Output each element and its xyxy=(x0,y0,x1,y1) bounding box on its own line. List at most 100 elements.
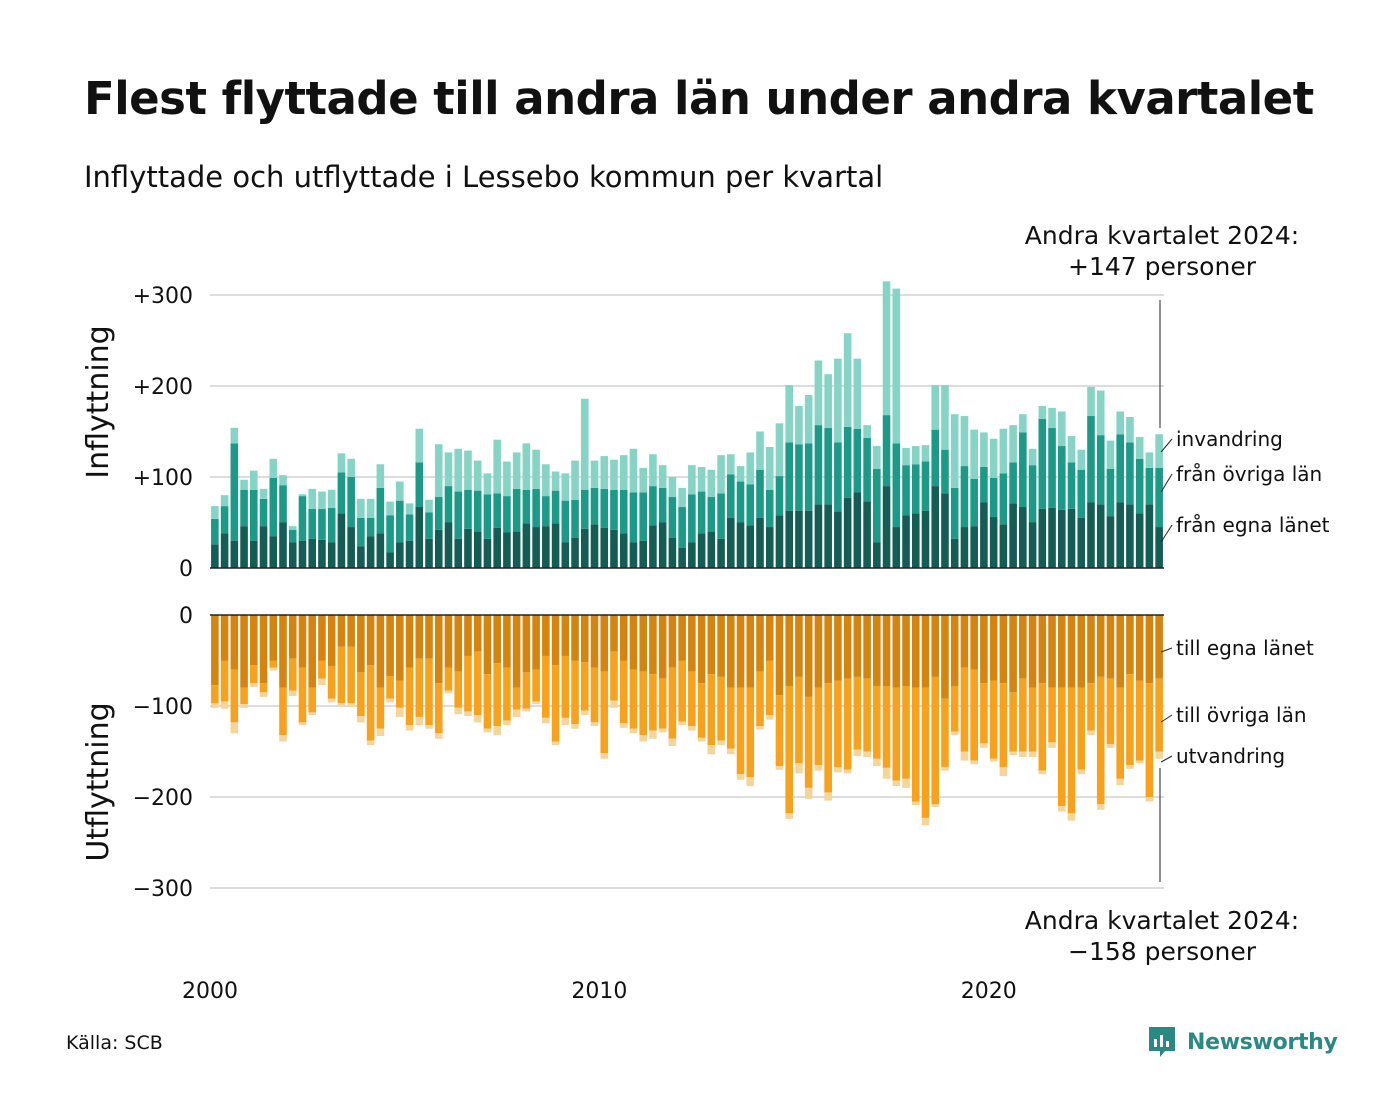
bar-out-egna xyxy=(697,615,706,684)
bar-in-ovriga xyxy=(288,529,297,543)
bar-in-invandring xyxy=(795,406,803,445)
bar-in-invandring xyxy=(707,469,716,498)
bar-in-egna xyxy=(775,515,784,568)
bar-out-ovriga xyxy=(571,660,579,725)
bar-out-ovriga xyxy=(863,678,871,752)
bar-in-egna xyxy=(386,552,394,568)
bar-in-egna xyxy=(882,486,891,568)
bar-out-ovriga xyxy=(649,674,657,731)
bar-in-invandring xyxy=(610,459,618,490)
bar-in-invandring xyxy=(405,503,414,515)
bar-in-ovriga xyxy=(269,477,278,537)
bar-in-ovriga xyxy=(493,493,501,528)
bar-out-utvandring xyxy=(1019,751,1027,757)
bar-out-utvandring xyxy=(697,737,706,742)
bar-out-egna xyxy=(503,615,511,668)
bar-in-invandring xyxy=(327,489,336,508)
bar-out-egna xyxy=(1048,615,1056,688)
bar-out-ovriga xyxy=(1048,687,1056,743)
bar-in-invandring xyxy=(853,358,862,429)
bar-in-egna xyxy=(970,526,978,568)
inflyttning-bars xyxy=(211,281,1163,568)
bar-in-egna xyxy=(639,540,647,568)
bar-in-invandring xyxy=(941,385,949,450)
bar-in-invandring xyxy=(1038,406,1047,419)
bar-in-invandring xyxy=(1048,407,1056,428)
bar-in-invandring xyxy=(1009,425,1017,463)
series-label-ovriga-in-leader xyxy=(1160,473,1173,493)
bar-out-ovriga xyxy=(240,687,248,705)
bar-out-egna xyxy=(522,615,531,673)
bar-out-egna xyxy=(1067,615,1076,688)
ytick-label-in: +300 xyxy=(133,284,193,309)
xtick-label: 2020 xyxy=(961,979,1017,1004)
bar-out-utvandring xyxy=(347,703,355,707)
bar-out-ovriga xyxy=(542,655,550,718)
bar-in-egna xyxy=(843,497,852,568)
bar-out-ovriga xyxy=(444,667,453,691)
bar-out-egna xyxy=(999,615,1008,684)
bar-out-egna xyxy=(464,615,472,656)
bar-out-utvandring xyxy=(366,740,375,746)
bar-out-ovriga xyxy=(337,646,346,704)
bar-in-ovriga xyxy=(464,489,472,529)
bar-in-invandring xyxy=(950,414,959,488)
bar-out-ovriga xyxy=(434,683,443,734)
bar-out-egna xyxy=(269,615,278,661)
bar-in-invandring xyxy=(970,429,978,479)
bar-out-utvandring xyxy=(717,740,725,746)
bar-out-egna xyxy=(1087,615,1095,684)
bar-out-ovriga xyxy=(960,667,969,752)
bar-in-ovriga xyxy=(785,442,794,511)
series-label-egna-out-leader xyxy=(1160,647,1173,653)
bar-out-utvandring xyxy=(795,763,803,774)
bar-in-ovriga xyxy=(1019,432,1027,508)
bar-in-invandring xyxy=(561,473,570,501)
utflyttning-bars xyxy=(211,615,1163,826)
bar-out-ovriga xyxy=(1028,687,1037,752)
bar-out-ovriga xyxy=(785,685,794,814)
bar-in-invandring xyxy=(678,487,686,508)
bar-out-egna xyxy=(327,615,336,666)
bar-out-utvandring xyxy=(921,817,930,826)
bar-out-utvandring xyxy=(503,720,511,726)
bar-out-utvandring xyxy=(931,804,940,808)
bar-out-ovriga xyxy=(1145,683,1154,797)
bar-out-egna xyxy=(775,615,784,696)
bar-out-egna xyxy=(980,615,988,684)
bar-out-egna xyxy=(824,615,832,684)
bar-in-ovriga xyxy=(746,484,755,526)
bar-out-ovriga xyxy=(483,674,492,729)
bar-out-ovriga xyxy=(697,683,706,738)
bar-in-ovriga xyxy=(678,507,686,548)
bar-in-ovriga xyxy=(1067,462,1076,509)
bar-out-utvandring xyxy=(882,767,891,779)
bar-out-egna xyxy=(337,615,346,647)
bar-in-egna xyxy=(259,526,268,568)
bar-in-invandring xyxy=(882,281,891,416)
bar-out-utvandring xyxy=(464,711,472,717)
bar-in-ovriga xyxy=(1087,416,1095,503)
bar-out-utvandring xyxy=(746,776,755,787)
bar-out-egna xyxy=(366,615,375,666)
bar-in-ovriga xyxy=(473,490,482,532)
bar-out-egna xyxy=(736,615,745,688)
bar-in-invandring xyxy=(240,479,248,490)
bar-out-utvandring xyxy=(473,715,482,723)
bar-out-ovriga xyxy=(1135,680,1144,761)
bar-in-invandring xyxy=(386,501,394,516)
bar-in-invandring xyxy=(347,458,355,477)
newsworthy-logo[interactable]: Newsworthy xyxy=(1147,1025,1338,1059)
bar-in-egna xyxy=(853,492,862,568)
bar-out-egna xyxy=(483,615,492,675)
bar-in-ovriga xyxy=(814,425,823,505)
bar-out-utvandring xyxy=(512,709,521,717)
bar-out-ovriga xyxy=(970,669,978,761)
series-label-utvandring: utvandring xyxy=(1176,744,1285,768)
bar-in-egna xyxy=(960,527,969,568)
bar-in-ovriga xyxy=(600,488,609,528)
bar-out-utvandring xyxy=(376,728,385,737)
bar-out-egna xyxy=(1057,615,1066,688)
bar-out-ovriga xyxy=(795,676,803,764)
bar-in-ovriga xyxy=(1155,467,1163,528)
